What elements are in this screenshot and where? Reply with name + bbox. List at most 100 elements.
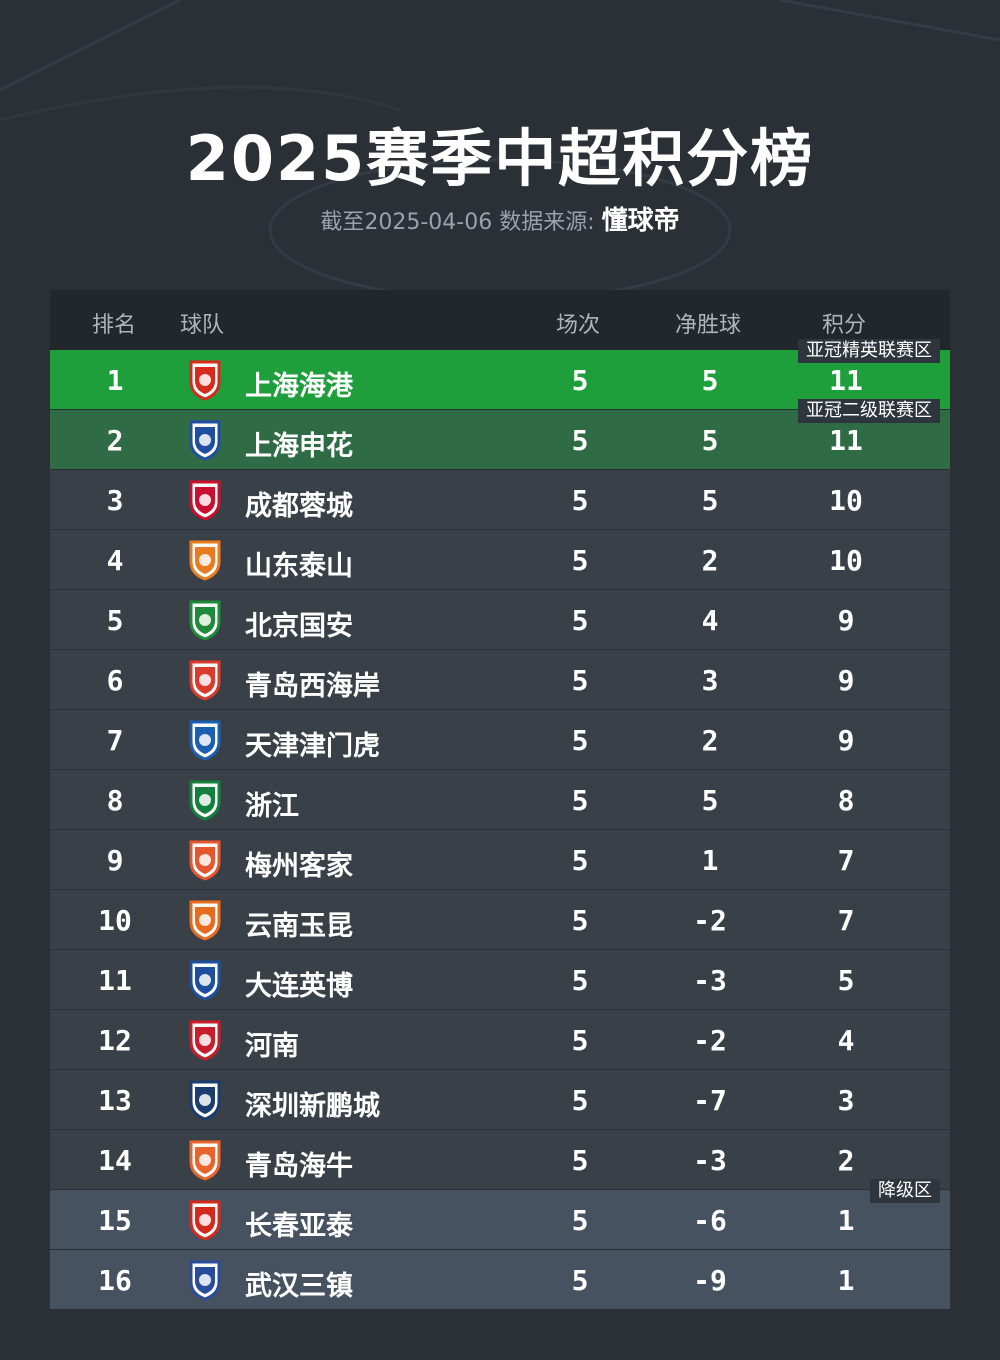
row-goal-difference: 5 xyxy=(701,784,719,817)
chengdu-rongcheng-logo-icon xyxy=(189,480,221,521)
table-row: 7 天津津门虎 5 2 9 xyxy=(50,710,950,770)
row-team-name: 云南玉昆 xyxy=(245,911,353,942)
row-played: 5 xyxy=(571,1204,589,1237)
table-row: 12 河南 5 -2 4 xyxy=(50,1010,950,1070)
column-team: 球队 xyxy=(180,313,225,338)
row-rank: 14 xyxy=(98,1144,132,1177)
row-goal-difference: 5 xyxy=(701,364,719,397)
row-goal-difference: -3 xyxy=(693,964,727,997)
table-row: 10 云南玉昆 5 -2 7 xyxy=(50,890,950,950)
table-body: 1 上海海港 5 5 11 亚冠精英联赛区 2 上海申花 5 5 11 亚冠二级联赛区 3 成都蓉城 5 5 1… xyxy=(50,339,950,1310)
row-rank: 2 xyxy=(106,424,124,457)
wuhan-three-towns-logo-icon xyxy=(189,1260,221,1301)
row-team-name: 深圳新鹏城 xyxy=(245,1091,380,1122)
zone-tag-relegation: 降级区 xyxy=(870,1179,940,1203)
row-points: 9 xyxy=(837,664,855,697)
dalian-yingbo-logo-icon xyxy=(189,960,221,1001)
zone-tag-acl-elite: 亚冠精英联赛区 xyxy=(798,339,940,363)
row-rank: 8 xyxy=(106,784,124,817)
row-played: 5 xyxy=(571,544,589,577)
henan-logo-icon xyxy=(189,1020,221,1061)
row-goal-difference: -9 xyxy=(693,1264,727,1297)
row-goal-difference: -3 xyxy=(693,1144,727,1177)
row-team-name: 长春亚泰 xyxy=(245,1211,353,1242)
table-row: 6 青岛西海岸 5 3 9 xyxy=(50,650,950,710)
row-points: 1 xyxy=(837,1204,855,1237)
row-rank: 9 xyxy=(106,844,124,877)
row-team-name: 梅州客家 xyxy=(245,851,353,882)
row-points: 10 xyxy=(829,484,863,517)
row-points: 7 xyxy=(837,844,855,877)
yunnan-yukun-logo-icon xyxy=(189,900,221,941)
row-goal-difference: -6 xyxy=(693,1204,727,1237)
row-rank: 15 xyxy=(98,1204,132,1237)
table-row: 15 长春亚泰 5 -6 1 降级区 xyxy=(50,1179,950,1250)
row-played: 5 xyxy=(571,1264,589,1297)
page-title: 2025赛季中超积分榜 xyxy=(185,122,815,195)
qingdao-hainiu-logo-icon xyxy=(189,1140,221,1181)
row-goal-difference: 3 xyxy=(701,664,719,697)
row-played: 5 xyxy=(571,1084,589,1117)
row-points: 7 xyxy=(837,904,855,937)
row-points: 8 xyxy=(837,784,855,817)
row-points: 2 xyxy=(837,1144,855,1177)
subtitle-date-source: 截至2025-04-06 数据来源: xyxy=(320,210,595,235)
row-team-name: 上海申花 xyxy=(245,431,353,462)
row-played: 5 xyxy=(571,604,589,637)
page-subtitle: 截至2025-04-06 数据来源: 懂球帝 xyxy=(0,200,1000,237)
row-team-name: 山东泰山 xyxy=(245,551,353,582)
row-goal-difference: 1 xyxy=(701,844,719,877)
row-points: 4 xyxy=(837,1024,855,1057)
table-row: 11 大连英博 5 -3 5 xyxy=(50,950,950,1010)
row-team-name: 武汉三镇 xyxy=(245,1271,353,1302)
row-team-name: 大连英博 xyxy=(245,971,353,1002)
table-row: 2 上海申花 5 5 11 亚冠二级联赛区 xyxy=(50,399,950,470)
zone-tag-acl-two: 亚冠二级联赛区 xyxy=(798,399,940,423)
table-row: 9 梅州客家 5 1 7 xyxy=(50,830,950,890)
shandong-taishan-logo-icon xyxy=(189,540,221,581)
row-goal-difference: -2 xyxy=(693,904,727,937)
row-played: 5 xyxy=(571,844,589,877)
row-points: 1 xyxy=(837,1264,855,1297)
row-played: 5 xyxy=(571,664,589,697)
row-goal-difference: 4 xyxy=(701,604,719,637)
row-team-name: 浙江 xyxy=(245,791,299,822)
brand-name: 懂球帝 xyxy=(601,206,680,236)
table-row: 4 山东泰山 5 2 10 xyxy=(50,530,950,590)
row-rank: 16 xyxy=(98,1264,132,1297)
standings-table: 排名 球队 场次 净胜球 积分 1 上海海港 5 5 11 亚冠精英联赛区 2 上海申花 5 5 1… xyxy=(50,290,950,1310)
row-goal-difference: -7 xyxy=(693,1084,727,1117)
row-team-name: 青岛西海岸 xyxy=(245,671,380,702)
row-goal-difference: 5 xyxy=(701,484,719,517)
row-played: 5 xyxy=(571,724,589,757)
changchun-yatai-logo-icon xyxy=(189,1200,221,1241)
row-played: 5 xyxy=(571,964,589,997)
row-points: 10 xyxy=(829,544,863,577)
column-points: 积分 xyxy=(822,313,867,338)
table-row: 16 武汉三镇 5 -9 1 xyxy=(50,1250,950,1310)
tianjin-tiger-logo-icon xyxy=(189,720,221,761)
row-rank: 12 xyxy=(98,1024,132,1057)
row-goal-difference: 2 xyxy=(701,724,719,757)
row-played: 5 xyxy=(571,424,589,457)
row-rank: 4 xyxy=(106,544,124,577)
row-rank: 10 xyxy=(98,904,132,937)
qingdao-west-coast-logo-icon xyxy=(189,660,221,701)
row-played: 5 xyxy=(571,904,589,937)
shanghai-port-logo-icon xyxy=(189,360,221,401)
row-played: 5 xyxy=(571,784,589,817)
row-team-name: 青岛海牛 xyxy=(245,1151,353,1182)
row-points: 9 xyxy=(837,724,855,757)
row-team-name: 天津津门虎 xyxy=(245,731,380,762)
table-row: 5 北京国安 5 4 9 xyxy=(50,590,950,650)
row-goal-difference: -2 xyxy=(693,1024,727,1057)
row-rank: 5 xyxy=(106,604,124,637)
row-rank: 6 xyxy=(106,664,124,697)
row-team-name: 北京国安 xyxy=(245,611,353,642)
row-points: 11 xyxy=(829,424,863,457)
row-team-name: 河南 xyxy=(245,1031,299,1062)
row-played: 5 xyxy=(571,364,589,397)
row-rank: 11 xyxy=(98,964,132,997)
table-row: 3 成都蓉城 5 5 10 xyxy=(50,470,950,530)
row-points: 9 xyxy=(837,604,855,637)
